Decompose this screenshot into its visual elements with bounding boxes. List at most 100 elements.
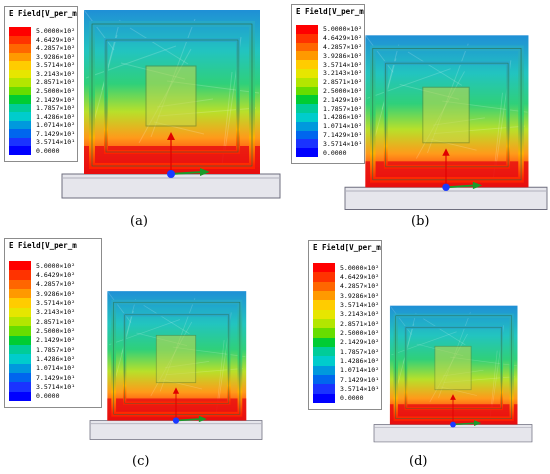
legend-swatch <box>9 27 31 36</box>
caption-b: (b) <box>411 214 430 229</box>
caption-a: (a) <box>130 214 148 229</box>
legend-label: 5.0000×10² <box>36 261 76 270</box>
legend-label: 3.5714×10² <box>323 60 363 69</box>
legend-swatch <box>9 78 31 87</box>
legend-label: 1.0714×10² <box>340 366 380 375</box>
legend-swatch <box>296 86 318 96</box>
legend-label: 3.2143×10² <box>340 310 380 319</box>
legend-label: 3.5714×10¹ <box>340 385 380 393</box>
legend-label: 2.8571×10² <box>36 78 76 87</box>
legend-label: 5.0000×10² <box>36 27 76 36</box>
legend-title: E Field[V_per_m <box>296 7 364 16</box>
legend-swatch <box>313 318 335 329</box>
legend-label: 7.1429×10¹ <box>36 129 76 138</box>
legend-swatch <box>296 95 318 105</box>
caption-c: (c) <box>132 454 150 469</box>
center-block <box>155 334 197 384</box>
legend-swatch <box>9 316 31 327</box>
legend-swatch <box>296 139 318 149</box>
legend-swatch <box>9 261 31 271</box>
legend-label: 0.0000 <box>323 148 347 157</box>
legend-swatch <box>9 344 31 355</box>
legend-label: 7.1429×10¹ <box>340 375 380 384</box>
legend-label: 4.2857×10² <box>36 44 76 53</box>
legend-swatch <box>296 33 318 43</box>
legend-swatch <box>296 25 318 34</box>
legend-label: 1.7857×10² <box>323 104 363 113</box>
legend-title: E Field[V_per_m <box>9 241 77 250</box>
legend-label: 4.2857×10² <box>323 43 363 51</box>
legend-label: 1.0714×10² <box>36 121 76 130</box>
legend-label: 3.2143×10² <box>323 69 363 78</box>
legend-swatch <box>296 104 318 113</box>
legend-swatch <box>313 365 335 375</box>
legend-title: E Field[V_per_m <box>9 9 77 18</box>
legend-swatch <box>9 137 31 147</box>
legend-swatch <box>9 52 31 62</box>
legend-b: E Field[V_per_m 5.0000×10² 4.6429×10² 4.28… <box>291 4 365 164</box>
legend-swatch <box>313 300 335 310</box>
legend-label: 7.1429×10¹ <box>36 373 76 382</box>
legend-label: 3.9286×10² <box>340 291 380 300</box>
legend-swatch <box>9 120 31 130</box>
legend-swatch <box>9 382 31 392</box>
legend-label: 1.4286×10² <box>323 113 363 122</box>
legend-swatch <box>9 103 31 113</box>
legend-swatch <box>313 272 335 282</box>
legend-label: 1.7857×10² <box>36 104 76 113</box>
y-axis <box>445 184 475 189</box>
legend-swatch <box>296 42 318 52</box>
y-axis <box>452 422 476 426</box>
legend-swatch <box>9 335 31 345</box>
legend-d: E Field[V_per_m 5.0000×10² 4.6429×10² 4.28… <box>308 240 382 410</box>
legend-label: 3.9286×10² <box>323 51 363 60</box>
center-block <box>145 65 197 127</box>
legend-label: 2.5000×10² <box>36 327 76 335</box>
field-plot-d <box>373 305 533 443</box>
legend-label: 7.1429×10¹ <box>323 131 363 139</box>
origin-marker <box>172 417 180 424</box>
color-scale-bar <box>9 27 31 155</box>
legend-label: 4.2857×10² <box>340 282 380 291</box>
legend-label: 4.6429×10² <box>36 35 76 44</box>
legend-swatch <box>296 51 318 61</box>
legend-swatch <box>9 270 31 280</box>
legend-label: 1.7857×10² <box>36 345 76 354</box>
legend-swatch <box>296 60 318 69</box>
legend-label: 1.0714×10² <box>323 122 363 131</box>
legend-label: 2.1429×10² <box>323 95 363 104</box>
legend-swatch <box>296 77 318 87</box>
legend-swatch <box>9 129 31 138</box>
legend-label: 5.0000×10² <box>323 25 363 34</box>
legend-swatch <box>9 288 31 299</box>
legend-label: 3.5714×10² <box>36 299 76 307</box>
legend-swatch <box>313 309 335 319</box>
legend-label: 4.6429×10² <box>340 273 380 281</box>
legend-label: 2.1429×10² <box>36 95 76 104</box>
legend-swatch <box>9 363 31 373</box>
legend-label: 4.2857×10² <box>36 280 76 289</box>
legend-swatch <box>9 146 31 155</box>
color-scale-bar <box>9 261 31 401</box>
legend-label: 0.0000 <box>36 392 60 401</box>
field-plot-b <box>344 35 548 210</box>
legend-label: 1.0714×10² <box>36 364 76 373</box>
color-scale-bar <box>313 263 335 403</box>
legend-label: 4.6429×10² <box>323 34 363 43</box>
legend-swatch <box>9 61 31 70</box>
legend-swatch <box>9 69 31 79</box>
field-plot-c <box>89 290 263 440</box>
legend-label: 1.4286×10² <box>36 355 76 363</box>
legend-label: 4.6429×10² <box>36 271 76 279</box>
legend-label: 3.5714×10² <box>340 301 380 309</box>
legend-label: 3.2143×10² <box>36 308 76 317</box>
legend-swatch <box>313 374 335 385</box>
legend-swatch <box>9 391 31 401</box>
legend-swatch <box>313 356 335 366</box>
legend-swatch <box>313 393 335 403</box>
legend-label: 2.5000×10² <box>323 87 363 95</box>
legend-swatch <box>9 44 31 53</box>
legend-swatch <box>296 112 318 122</box>
legend-label: 2.8571×10² <box>340 319 380 328</box>
legend-label: 2.5000×10² <box>340 329 380 337</box>
